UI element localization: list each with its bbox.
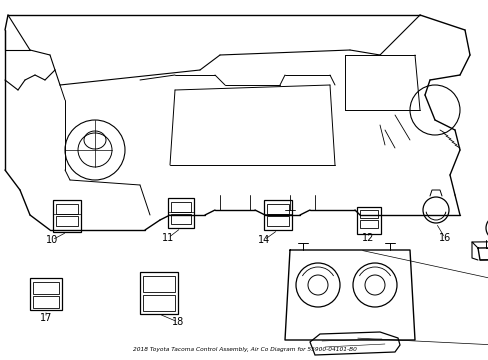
Bar bbox=[171, 214, 191, 224]
Text: 12: 12 bbox=[361, 233, 373, 243]
Text: 16: 16 bbox=[438, 233, 450, 243]
Bar bbox=[53, 200, 81, 232]
Bar bbox=[142, 295, 175, 311]
Text: 11: 11 bbox=[162, 233, 174, 243]
Bar bbox=[266, 204, 288, 214]
Text: 2018 Toyota Tacoma Control Assembly, Air Co Diagram for 55900-04101-B0: 2018 Toyota Tacoma Control Assembly, Air… bbox=[132, 347, 356, 352]
Bar bbox=[359, 220, 377, 228]
Bar bbox=[168, 198, 194, 228]
Bar bbox=[33, 282, 59, 294]
Text: 18: 18 bbox=[171, 317, 184, 327]
Bar bbox=[142, 276, 175, 292]
Bar bbox=[56, 204, 78, 214]
Text: 10: 10 bbox=[46, 235, 58, 245]
Bar bbox=[356, 207, 380, 234]
Bar bbox=[359, 210, 377, 218]
Text: 17: 17 bbox=[40, 313, 52, 323]
Bar bbox=[266, 216, 288, 226]
Text: 14: 14 bbox=[257, 235, 269, 245]
Bar bbox=[171, 202, 191, 212]
Bar bbox=[30, 278, 62, 310]
Bar bbox=[56, 216, 78, 226]
Bar bbox=[140, 272, 178, 314]
Bar bbox=[33, 296, 59, 308]
Bar bbox=[264, 200, 291, 230]
